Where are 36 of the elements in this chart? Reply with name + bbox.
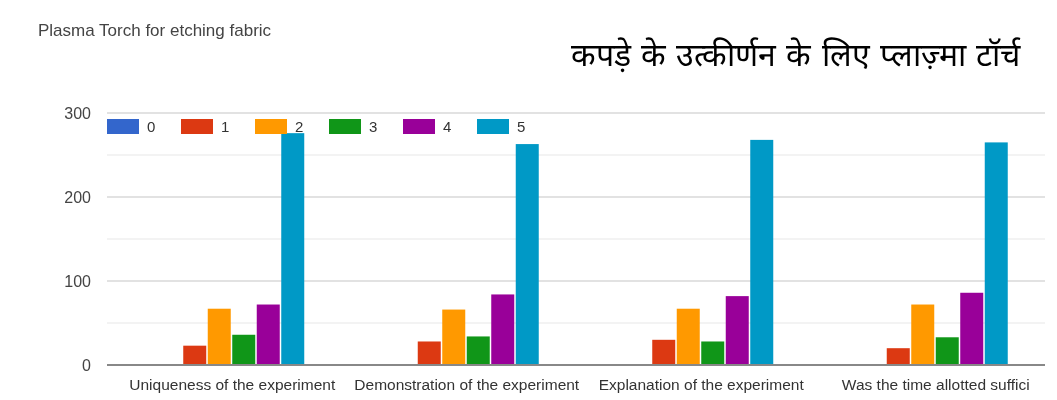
bar	[281, 133, 305, 365]
bar	[256, 304, 280, 365]
bar	[417, 341, 441, 365]
bar	[183, 345, 207, 365]
y-tick-label: 0	[82, 357, 92, 374]
bar	[725, 296, 749, 365]
legend-label: 1	[221, 118, 230, 135]
x-tick-label: Demonstration of the experiment	[354, 376, 580, 393]
x-tick-label: Explanation of the experiment	[598, 376, 805, 393]
legend-label: 3	[369, 118, 378, 135]
bar	[984, 142, 1008, 365]
chart-title: Plasma Torch for etching fabric	[38, 21, 272, 40]
x-tick-label: Uniqueness of the experiment	[129, 376, 336, 393]
x-tick-label: Was the time allotted suffici	[841, 376, 1030, 393]
bar	[232, 334, 256, 365]
y-tick-label: 100	[64, 273, 92, 290]
bar	[207, 308, 231, 365]
legend-label: 4	[443, 118, 452, 135]
bar	[911, 304, 935, 365]
y-tick-label: 200	[64, 189, 92, 206]
bar	[491, 294, 515, 365]
bar	[701, 341, 725, 365]
y-tick-label: 300	[64, 105, 92, 122]
bar	[750, 139, 774, 365]
legend-label: 5	[517, 118, 526, 135]
bar	[886, 348, 910, 365]
bar	[466, 336, 490, 365]
bar	[515, 144, 539, 365]
bar	[652, 339, 676, 365]
legend-label: 2	[295, 118, 304, 135]
bar	[442, 309, 466, 365]
legend-label: 0	[147, 118, 156, 135]
bar	[960, 292, 984, 365]
chart-subtitle: कपड़े के उत्कीर्णन के लिए प्लाज़्मा टॉर्च	[570, 36, 1021, 74]
bar	[676, 308, 700, 365]
bar	[935, 337, 959, 365]
